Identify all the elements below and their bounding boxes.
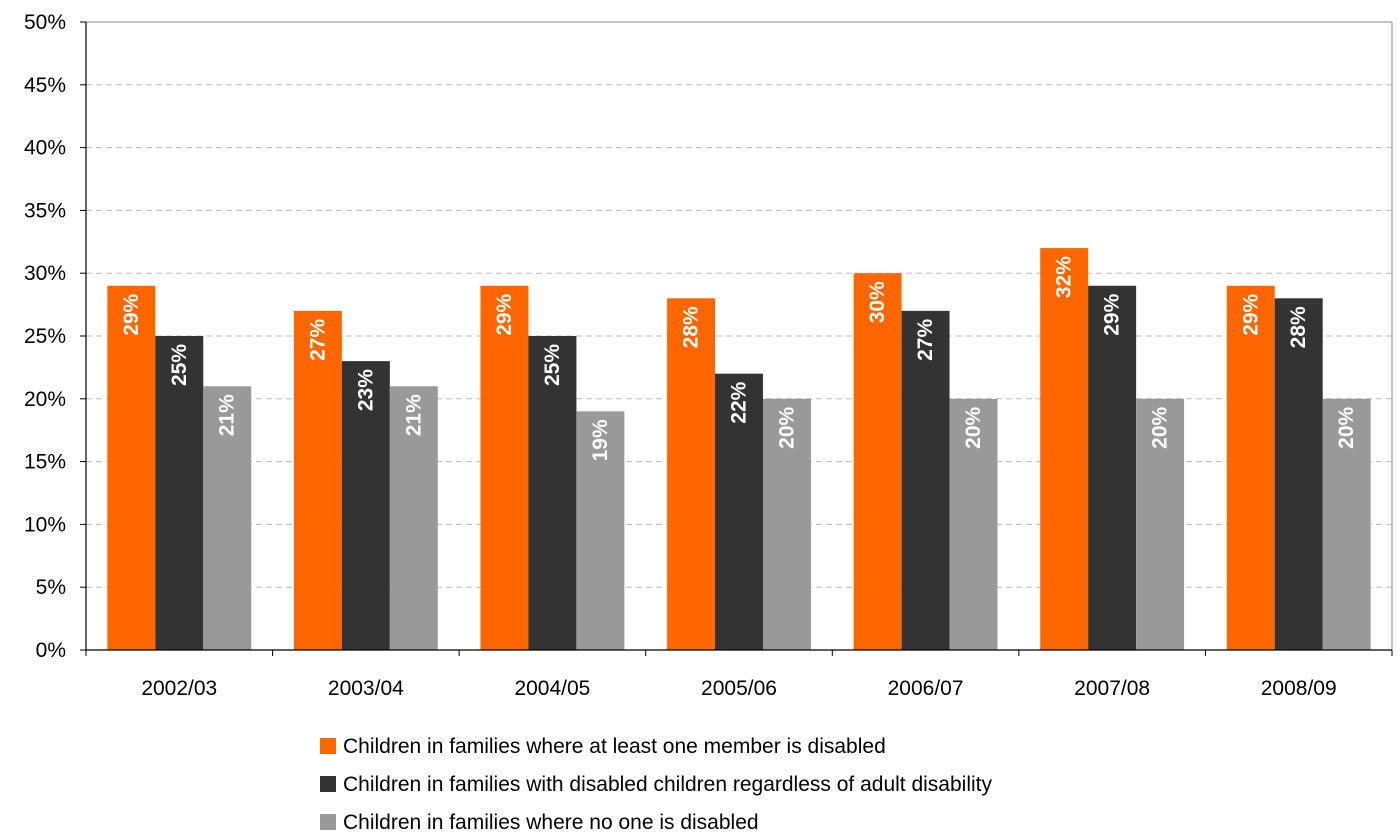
data-label: 28% <box>1287 306 1310 348</box>
legend-label: Children in families where no one is dis… <box>343 811 759 834</box>
y-axis-ticks: 0% 5% 10% 15% 20% 25% 30% 35% 40% 45% 50% <box>24 11 86 662</box>
x-tick-label: 2008/09 <box>1261 677 1337 700</box>
data-label: 29% <box>120 293 143 335</box>
legend-label: Children in families with disabled child… <box>343 773 992 796</box>
x-tick-label: 2002/03 <box>141 677 217 700</box>
data-label: 27% <box>306 319 329 361</box>
bar <box>155 336 204 650</box>
bar <box>1088 285 1137 650</box>
y-tick-label: 20% <box>24 388 66 411</box>
bar <box>1322 398 1371 650</box>
x-tick-label: 2007/08 <box>1074 677 1150 700</box>
x-tick-label: 2003/04 <box>328 677 404 700</box>
bar <box>1040 248 1089 650</box>
bars <box>107 248 1371 650</box>
bar <box>1226 285 1275 650</box>
bar <box>667 298 716 650</box>
bar <box>389 386 438 650</box>
y-tick-label: 45% <box>24 74 66 97</box>
bar <box>107 285 156 650</box>
data-label: 29% <box>1101 293 1124 335</box>
legend-swatch <box>320 776 336 792</box>
y-tick-label: 50% <box>24 11 66 34</box>
data-label: 27% <box>914 319 937 361</box>
data-label: 29% <box>493 293 516 335</box>
bar <box>1274 298 1323 650</box>
data-label: 25% <box>168 344 191 386</box>
bar <box>480 285 529 650</box>
x-tick-label: 2004/05 <box>514 677 590 700</box>
data-label: 28% <box>680 306 703 348</box>
bar <box>203 386 252 650</box>
bar <box>853 273 902 650</box>
bar <box>528 336 577 650</box>
data-label: 32% <box>1053 256 1076 298</box>
data-label: 20% <box>962 406 985 448</box>
data-label: 20% <box>1149 406 1172 448</box>
data-label: 22% <box>728 381 751 423</box>
bar <box>949 398 998 650</box>
bar <box>576 411 625 650</box>
y-tick-label: 15% <box>24 451 66 474</box>
bar <box>901 310 950 650</box>
data-label: 29% <box>1239 293 1262 335</box>
data-label: 21% <box>216 394 239 436</box>
legend-swatch <box>320 814 336 830</box>
data-label: 19% <box>589 419 612 461</box>
y-tick-label: 0% <box>36 639 66 662</box>
data-label: 21% <box>402 394 425 436</box>
data-label: 23% <box>354 369 377 411</box>
x-tick-label: 2005/06 <box>701 677 777 700</box>
data-label: 20% <box>775 406 798 448</box>
y-tick-label: 30% <box>24 262 66 285</box>
legend-label: Children in families where at least one … <box>343 735 886 758</box>
bar <box>762 398 811 650</box>
data-label: 30% <box>866 281 889 323</box>
data-label: 25% <box>541 344 564 386</box>
bar <box>293 310 342 650</box>
bar <box>715 373 763 650</box>
legend: Children in families where at least one … <box>320 735 992 834</box>
bar <box>341 361 390 650</box>
y-tick-label: 10% <box>24 513 66 536</box>
bar <box>1136 398 1185 650</box>
y-tick-label: 40% <box>24 137 66 160</box>
y-tick-label: 5% <box>36 576 66 599</box>
legend-swatch <box>320 738 336 754</box>
data-labels: 29% 25% 21% 27% 23% 21% 29% 25% 19% 28% 22% 20% 30% 2… <box>120 256 1358 462</box>
x-axis-ticks: 2002/03 2003/04 2004/05 2005/06 2006/07 2007/… <box>85 650 1393 700</box>
x-tick-label: 2006/07 <box>888 677 964 700</box>
data-label: 20% <box>1335 406 1358 448</box>
y-tick-label: 35% <box>24 199 66 222</box>
y-tick-label: 25% <box>24 325 66 348</box>
